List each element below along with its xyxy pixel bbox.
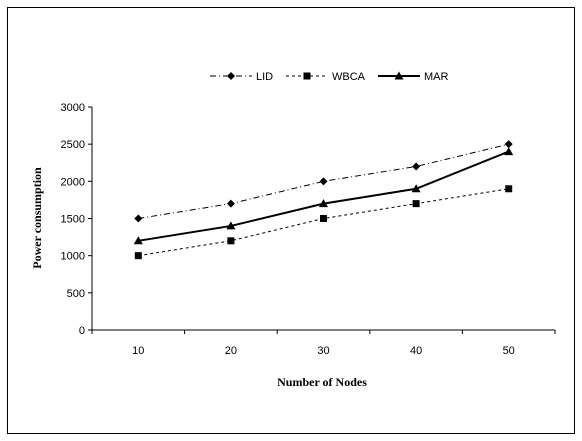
x-axis-title: Number of Nodes (277, 375, 367, 389)
point-mar-10 (133, 236, 143, 245)
y-tick-label: 1000 (61, 251, 85, 263)
chart-frame (7, 7, 575, 434)
legend-marker-wbca (303, 72, 311, 80)
y-tick-label: 2000 (61, 176, 85, 188)
x-tick-label: 30 (317, 345, 329, 357)
point-mar-40 (411, 184, 421, 193)
point-mar-20 (226, 221, 236, 230)
legend-label-lid: LID (256, 71, 273, 83)
point-wbca-50 (505, 185, 513, 193)
point-lid-50 (504, 140, 513, 149)
x-tick-label: 50 (503, 345, 515, 357)
legend-marker-lid (227, 72, 235, 80)
series-line-mar (138, 150, 510, 242)
point-lid-30 (319, 177, 328, 186)
x-tick-label: 40 (410, 345, 422, 357)
y-tick-label: 1500 (61, 214, 85, 226)
point-wbca-10 (134, 252, 142, 260)
legend: LID WBCA MAR (210, 71, 449, 83)
legend-label-mar: MAR (424, 71, 449, 83)
point-wbca-20 (227, 237, 235, 245)
legend-marker-mar (394, 71, 404, 80)
plot-area (133, 140, 514, 260)
legend-label-wbca: WBCA (332, 71, 366, 83)
point-lid-20 (226, 199, 235, 208)
series-line-wbca (138, 188, 509, 257)
point-lid-40 (412, 162, 421, 171)
y-tick-label: 0 (79, 325, 85, 337)
point-wbca-30 (320, 215, 327, 222)
y-tick-label: 2500 (61, 139, 85, 151)
series-line-lid (138, 143, 509, 219)
y-tick-label: 3000 (61, 102, 85, 114)
point-mar-50 (504, 147, 514, 156)
point-mar-30 (319, 199, 328, 208)
x-tick-label: 10 (132, 345, 144, 357)
axes: 0 500 1000 1500 2000 2500 3000 10 20 30 40 50 (61, 102, 556, 357)
x-tick-label: 20 (225, 345, 237, 357)
y-tick-label: 500 (67, 288, 85, 300)
y-axis-title: Power consumption (30, 167, 44, 269)
point-lid-10 (134, 214, 143, 223)
point-wbca-40 (412, 200, 420, 208)
